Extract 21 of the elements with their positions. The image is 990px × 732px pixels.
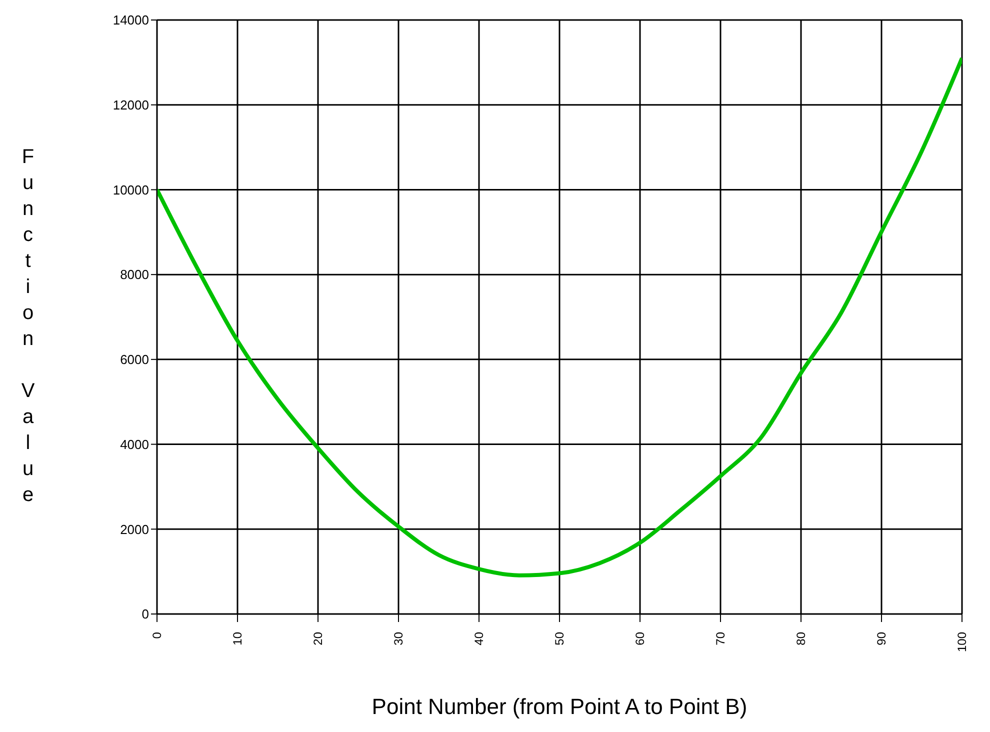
y-tick-label: 14000 [112,12,149,28]
x-tick-label: 40 [472,632,486,646]
x-tick-label: 60 [633,632,647,646]
x-tick-label: 80 [794,632,808,646]
x-tick-label: 20 [311,632,325,646]
x-tick-label: 0 [150,632,164,639]
y-axis-title: Function Value [16,146,39,510]
x-tick-label: 30 [392,632,406,646]
x-tick-label: 10 [230,632,244,646]
x-tick-label: 70 [714,632,728,646]
x-tick-label: 100 [955,632,969,652]
y-tick-label: 0 [142,606,149,622]
y-tick-label: 12000 [112,97,149,112]
y-tick-label: 6000 [120,352,149,368]
y-tick-label: 8000 [120,267,149,282]
x-tick-label: 90 [874,632,888,646]
y-tick-label: 2000 [120,522,149,537]
y-tick-label: 10000 [112,182,149,198]
x-tick-label: 50 [552,632,566,646]
x-axis-title: Point Number (from Point A to Point B) [372,694,748,719]
y-tick-label: 4000 [120,436,149,452]
